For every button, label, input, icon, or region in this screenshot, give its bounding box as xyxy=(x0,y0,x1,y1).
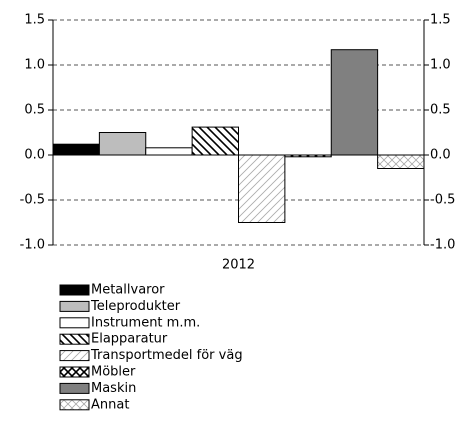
bar xyxy=(284,154,332,158)
bar xyxy=(330,49,379,156)
legend-swatch xyxy=(59,350,90,362)
bar xyxy=(377,154,425,169)
bar xyxy=(238,154,286,223)
y-tick-label: -1.0 xyxy=(20,238,45,253)
legend-swatch xyxy=(59,366,90,378)
y2-tick-label: 0.5 xyxy=(430,103,451,118)
legend-swatch xyxy=(59,382,90,394)
legend-swatch xyxy=(59,317,90,329)
legend-label: Transportmedel för väg xyxy=(90,348,243,363)
legend-label: Instrument m.m. xyxy=(91,315,200,330)
y2-tick-label: 0.0 xyxy=(430,148,451,163)
y-tick-label: 0.5 xyxy=(24,103,45,118)
legend-swatch xyxy=(59,284,90,296)
legend-label: Maskin xyxy=(91,381,136,396)
legend-label: Metallvaror xyxy=(91,283,165,298)
bar xyxy=(52,143,100,156)
legend-label: Möbler xyxy=(91,365,136,380)
legend-swatch xyxy=(59,399,90,411)
y2-tick-label: 1.0 xyxy=(430,58,451,73)
legend-label: Teleprodukter xyxy=(90,299,181,314)
bar xyxy=(145,147,193,156)
y2-tick-label: -1.0 xyxy=(430,238,455,253)
y2-tick-label: -0.5 xyxy=(430,193,455,208)
x-tick-label: 2012 xyxy=(222,258,255,273)
bar xyxy=(98,132,147,156)
y-tick-label: 0.0 xyxy=(24,148,45,163)
legend-swatch xyxy=(59,300,90,312)
bar xyxy=(191,126,239,156)
legend-label: Elapparatur xyxy=(91,332,168,347)
legend-swatch xyxy=(59,333,90,345)
y-tick-label: -0.5 xyxy=(20,193,45,208)
y2-tick-label: 1.5 xyxy=(430,13,451,28)
y-tick-label: 1.5 xyxy=(24,13,45,28)
legend-label: Annat xyxy=(91,397,129,412)
y-tick-label: 1.0 xyxy=(24,58,45,73)
